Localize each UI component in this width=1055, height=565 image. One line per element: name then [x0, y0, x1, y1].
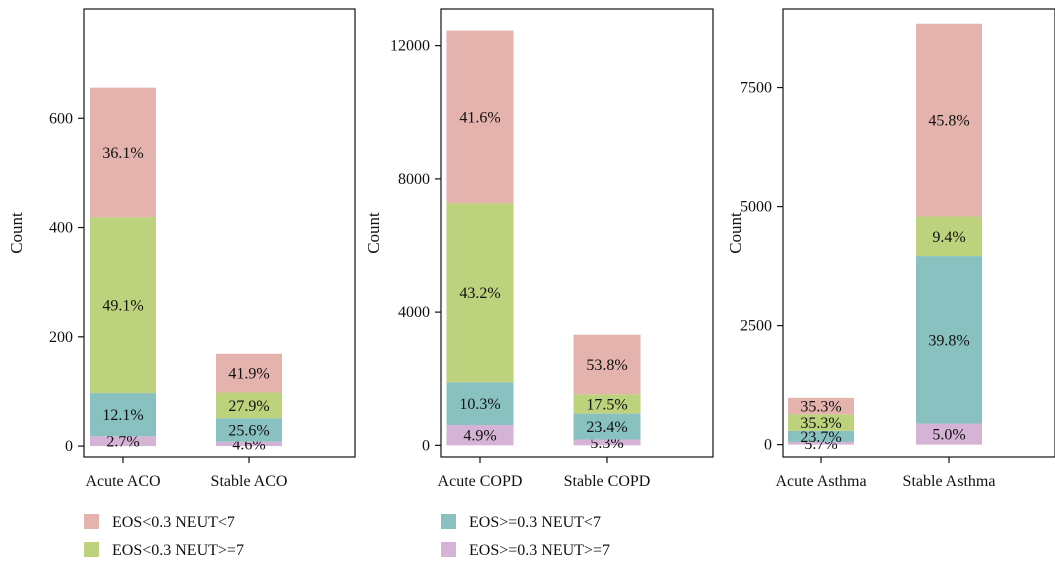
- data-label: 17.5%: [586, 396, 627, 413]
- category-label: Acute COPD: [438, 473, 523, 490]
- legend-swatch: [84, 542, 99, 557]
- bar-segment: [788, 397, 854, 415]
- bar-segment: [916, 256, 982, 424]
- legend-item: EOS<0.3 NEUT>=7: [84, 542, 244, 559]
- bar-segment: [788, 414, 854, 431]
- panel-frame: [782, 8, 1055, 458]
- bar-segment: [916, 423, 982, 445]
- data-label: 23.4%: [586, 419, 627, 436]
- category-label: Acute Asthma: [775, 473, 866, 490]
- legend-swatch: [441, 514, 456, 529]
- bar-segment: [916, 23, 982, 217]
- panel-frame: [440, 8, 714, 458]
- bar-segment: [216, 441, 282, 447]
- bar-segment: [446, 425, 514, 446]
- data-label: 12.1%: [102, 407, 143, 424]
- y-tick-label: 600: [49, 110, 73, 127]
- bar-segment: [573, 413, 641, 440]
- y-tick-label: 0: [65, 438, 73, 455]
- panel-copd: Count 0 4000 8000 12000 4.9% 10.3% 43.2% 41.6% A…: [364, 8, 714, 490]
- bar-segment: [916, 216, 982, 257]
- data-label: 5.0%: [932, 427, 965, 444]
- bar-segment: [216, 353, 282, 393]
- y-tick-label: 0: [764, 437, 772, 454]
- bar-segment: [446, 382, 514, 426]
- legend-item: EOS<0.3 NEUT<7: [84, 514, 235, 531]
- y-axis-label: Count: [364, 212, 383, 254]
- data-label: 45.8%: [928, 113, 969, 130]
- bar-segment: [90, 217, 156, 394]
- y-tick-label: 12000: [390, 38, 430, 55]
- bar-segment: [788, 441, 854, 445]
- category-label: Acute ACO: [85, 473, 160, 490]
- data-label: 49.1%: [102, 298, 143, 315]
- data-label: 41.9%: [228, 366, 269, 383]
- y-tick-label: 400: [49, 220, 73, 237]
- bar-segment: [788, 430, 854, 442]
- data-label: 4.9%: [463, 428, 496, 445]
- legend-label: EOS>=0.3 NEUT>=7: [469, 542, 610, 559]
- y-tick-label: 2500: [740, 318, 772, 335]
- legend-item: EOS>=0.3 NEUT<7: [441, 514, 601, 531]
- bar-segment: [446, 203, 514, 383]
- data-label: 53.8%: [586, 357, 627, 374]
- y-tick-label: 200: [49, 329, 73, 346]
- legend: EOS<0.3 NEUT<7 EOS>=0.3 NEUT<7 EOS<0.3 N…: [84, 514, 610, 559]
- bar-segment: [90, 87, 156, 218]
- legend-swatch: [84, 514, 99, 529]
- bar-segment: [573, 334, 641, 395]
- data-label: 36.1%: [102, 145, 143, 162]
- category-label: Stable COPD: [564, 473, 651, 490]
- y-tick-label: 4000: [398, 304, 430, 321]
- panel-asthma: Count 02500500075005.7%23.7%35.3%35.3%Ac…: [726, 8, 1055, 490]
- bar-segment: [90, 393, 156, 437]
- legend-label: EOS<0.3 NEUT>=7: [112, 542, 244, 559]
- data-label: 41.6%: [459, 109, 500, 126]
- legend-label: EOS<0.3 NEUT<7: [112, 514, 235, 531]
- legend-label: EOS>=0.3 NEUT<7: [469, 514, 601, 531]
- y-tick-label: 0: [422, 437, 430, 454]
- legend-swatch: [441, 542, 456, 557]
- bar-segment: [90, 436, 156, 447]
- bar-segment: [573, 439, 641, 446]
- y-axis-label: Count: [7, 212, 26, 254]
- bar-segment: [446, 30, 514, 204]
- data-label: 35.3%: [800, 399, 841, 416]
- panel-aco: Count 0 200 400 600 2.7% 12.1% 49.1% 36.1% Acute…: [7, 8, 356, 490]
- data-label: 27.9%: [228, 398, 269, 415]
- bar-segment: [216, 392, 282, 419]
- bar-segment: [573, 394, 641, 414]
- category-label: Stable ACO: [211, 473, 288, 490]
- data-label: 23.7%: [800, 429, 841, 446]
- y-tick-label: 7500: [740, 80, 772, 97]
- data-label: 9.4%: [932, 229, 965, 246]
- data-label: 39.8%: [928, 332, 969, 349]
- data-label: 10.3%: [459, 396, 500, 413]
- data-label: 35.3%: [800, 415, 841, 432]
- panel-frame: [83, 8, 356, 458]
- y-tick-label: 8000: [398, 171, 430, 188]
- data-label: 2.7%: [106, 434, 139, 451]
- bar-segment: [216, 418, 282, 442]
- data-label: 25.6%: [228, 422, 269, 439]
- y-tick-label: 5000: [740, 199, 772, 216]
- y-axis-label: Count: [726, 212, 745, 254]
- legend-item: EOS>=0.3 NEUT>=7: [441, 542, 610, 559]
- data-label: 43.2%: [459, 285, 500, 302]
- category-label: Stable Asthma: [903, 473, 996, 490]
